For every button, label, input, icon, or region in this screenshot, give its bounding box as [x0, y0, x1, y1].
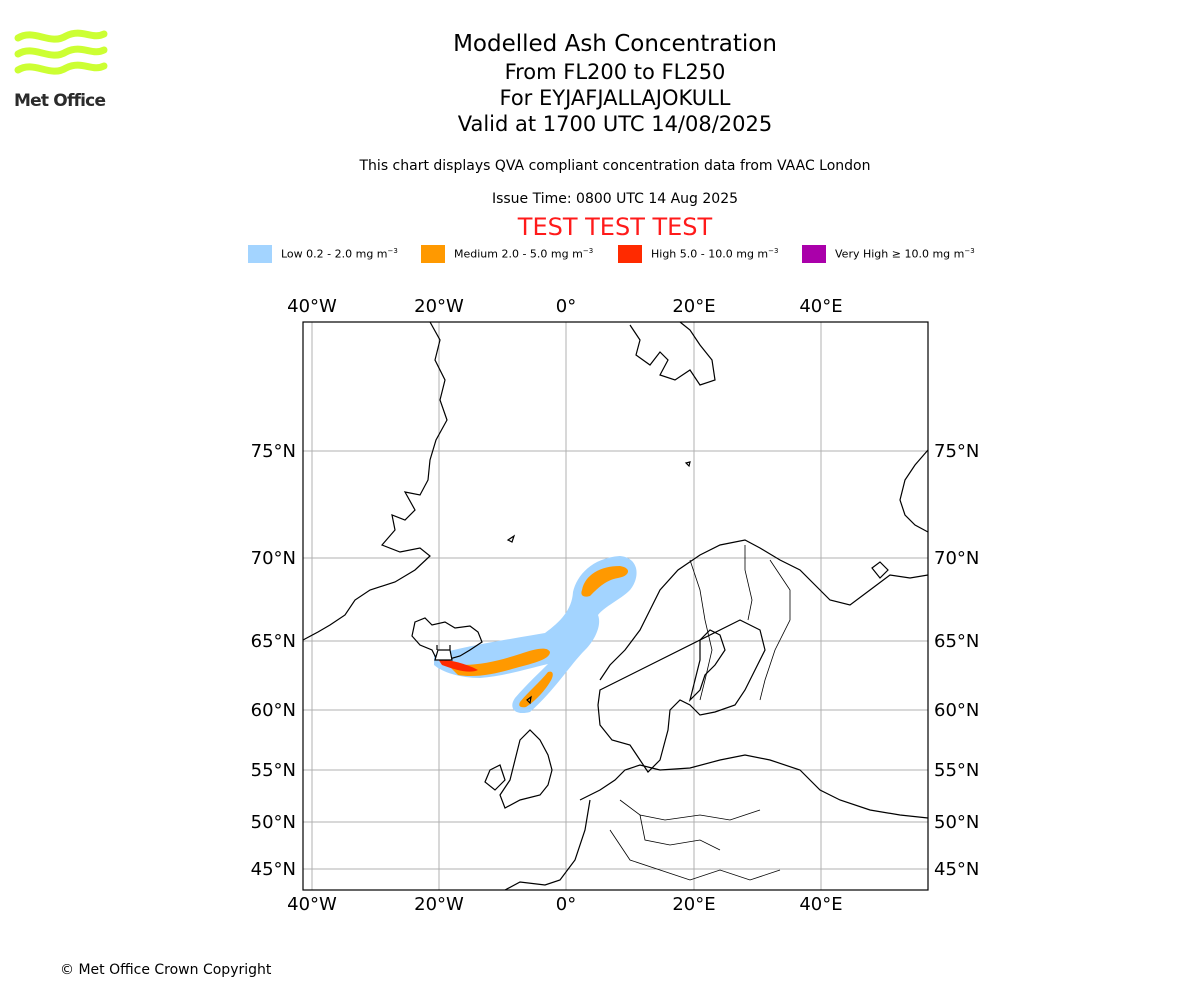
- lon-label-top: 20°W: [414, 296, 464, 317]
- subtitle: This chart displays QVA compliant concen…: [359, 158, 871, 174]
- border-finland-russia: [759, 559, 791, 701]
- border-norway-sweden: [689, 559, 713, 701]
- coast-faroe: [526, 695, 532, 705]
- lon-label-top: 0°: [556, 296, 576, 317]
- title-line-3: For EYJAFJALLAJOKULL: [499, 86, 731, 110]
- lon-label-bottom: 40°E: [799, 894, 842, 915]
- test-banner: TEST TEST TEST: [517, 213, 713, 241]
- legend-item-high: High 5.0 - 10.0 mg m−3: [618, 244, 778, 264]
- border-central-europe: [609, 799, 781, 881]
- coast-europe: [504, 754, 928, 890]
- legend-item-low: Low 0.2 - 2.0 mg m−3: [248, 244, 398, 264]
- coast-bear-island: [684, 461, 691, 468]
- coastlines: [303, 322, 928, 890]
- logo-text: Met Office: [14, 91, 106, 111]
- lon-label-bottom: 40°W: [287, 894, 337, 915]
- legend-label-low: Low 0.2 - 2.0 mg m−3: [281, 247, 398, 261]
- lon-label-top: 20°E: [672, 296, 715, 317]
- chart-title-block: Modelled Ash Concentration From FL200 to…: [315, 30, 915, 137]
- lon-label-top: 40°E: [799, 296, 842, 317]
- lat-label-left: 65°N: [251, 631, 296, 652]
- lat-label-right: 60°N: [934, 700, 979, 721]
- lon-label-bottom: 20°E: [672, 894, 715, 915]
- axis-labels: 40°W 20°W 0° 20°E 40°E 40°W 20°W 0° 20°E…: [251, 296, 980, 915]
- coast-kola: [871, 561, 889, 579]
- lat-label-left: 55°N: [251, 760, 296, 781]
- lat-label-right: 75°N: [934, 441, 979, 462]
- coast-jan-mayen: [506, 534, 516, 543]
- lat-label-right: 65°N: [934, 631, 979, 652]
- borders: [609, 545, 791, 881]
- title-line-2: From FL200 to FL250: [504, 60, 726, 84]
- border-sweden-finland: [744, 545, 753, 621]
- legend-swatch-low: [248, 245, 272, 263]
- ash-plume-medium-south: [519, 671, 553, 708]
- coast-novaya-zemlya: [899, 449, 928, 533]
- legend: Low 0.2 - 2.0 mg m−3 Medium 2.0 - 5.0 mg…: [0, 244, 1200, 264]
- legend-label-very-high: Very High ≥ 10.0 mg m−3: [835, 247, 975, 261]
- coast-greenland-east: [303, 322, 448, 641]
- legend-label-high: High 5.0 - 10.0 mg m−3: [651, 247, 779, 261]
- coast-iceland: [411, 617, 483, 661]
- lat-label-right: 45°N: [934, 859, 979, 880]
- lat-label-left: 45°N: [251, 859, 296, 880]
- copyright-notice: © Met Office Crown Copyright: [60, 962, 272, 978]
- title-line-4: Valid at 1700 UTC 14/08/2025: [457, 112, 773, 136]
- lon-label-bottom: 20°W: [414, 894, 464, 915]
- legend-swatch-high: [618, 245, 642, 263]
- lat-label-left: 50°N: [251, 812, 296, 833]
- logo-waves: [14, 29, 108, 75]
- graticule: [303, 322, 928, 890]
- lat-label-left: 70°N: [251, 548, 296, 569]
- legend-swatch-medium: [421, 245, 445, 263]
- title-line-1: Modelled Ash Concentration: [453, 31, 777, 57]
- legend-item-medium: Medium 2.0 - 5.0 mg m−3: [421, 244, 593, 264]
- map-frame: [302, 321, 929, 891]
- lat-label-right: 55°N: [934, 760, 979, 781]
- lon-label-top: 40°W: [287, 296, 337, 317]
- legend-item-very-high: Very High ≥ 10.0 mg m−3: [802, 244, 975, 264]
- volcano-marker: [434, 645, 453, 661]
- legend-label-medium: Medium 2.0 - 5.0 mg m−3: [454, 247, 594, 261]
- lat-label-right: 70°N: [934, 548, 979, 569]
- lat-label-left: 75°N: [251, 441, 296, 462]
- lat-label-left: 60°N: [251, 700, 296, 721]
- lon-label-bottom: 0°: [556, 894, 576, 915]
- met-office-logo: [14, 29, 108, 75]
- legend-swatch-very-high: [802, 245, 826, 263]
- ash-plume-high: [438, 659, 478, 672]
- lat-label-right: 50°N: [934, 812, 979, 833]
- issue-time: Issue Time: 0800 UTC 14 Aug 2025: [491, 191, 739, 207]
- coast-uk: [484, 729, 553, 809]
- coast-finland: [688, 629, 726, 702]
- ash-plume-medium-north: [581, 566, 629, 597]
- coast-scandinavia: [597, 539, 928, 773]
- coast-svalbard: [629, 322, 716, 386]
